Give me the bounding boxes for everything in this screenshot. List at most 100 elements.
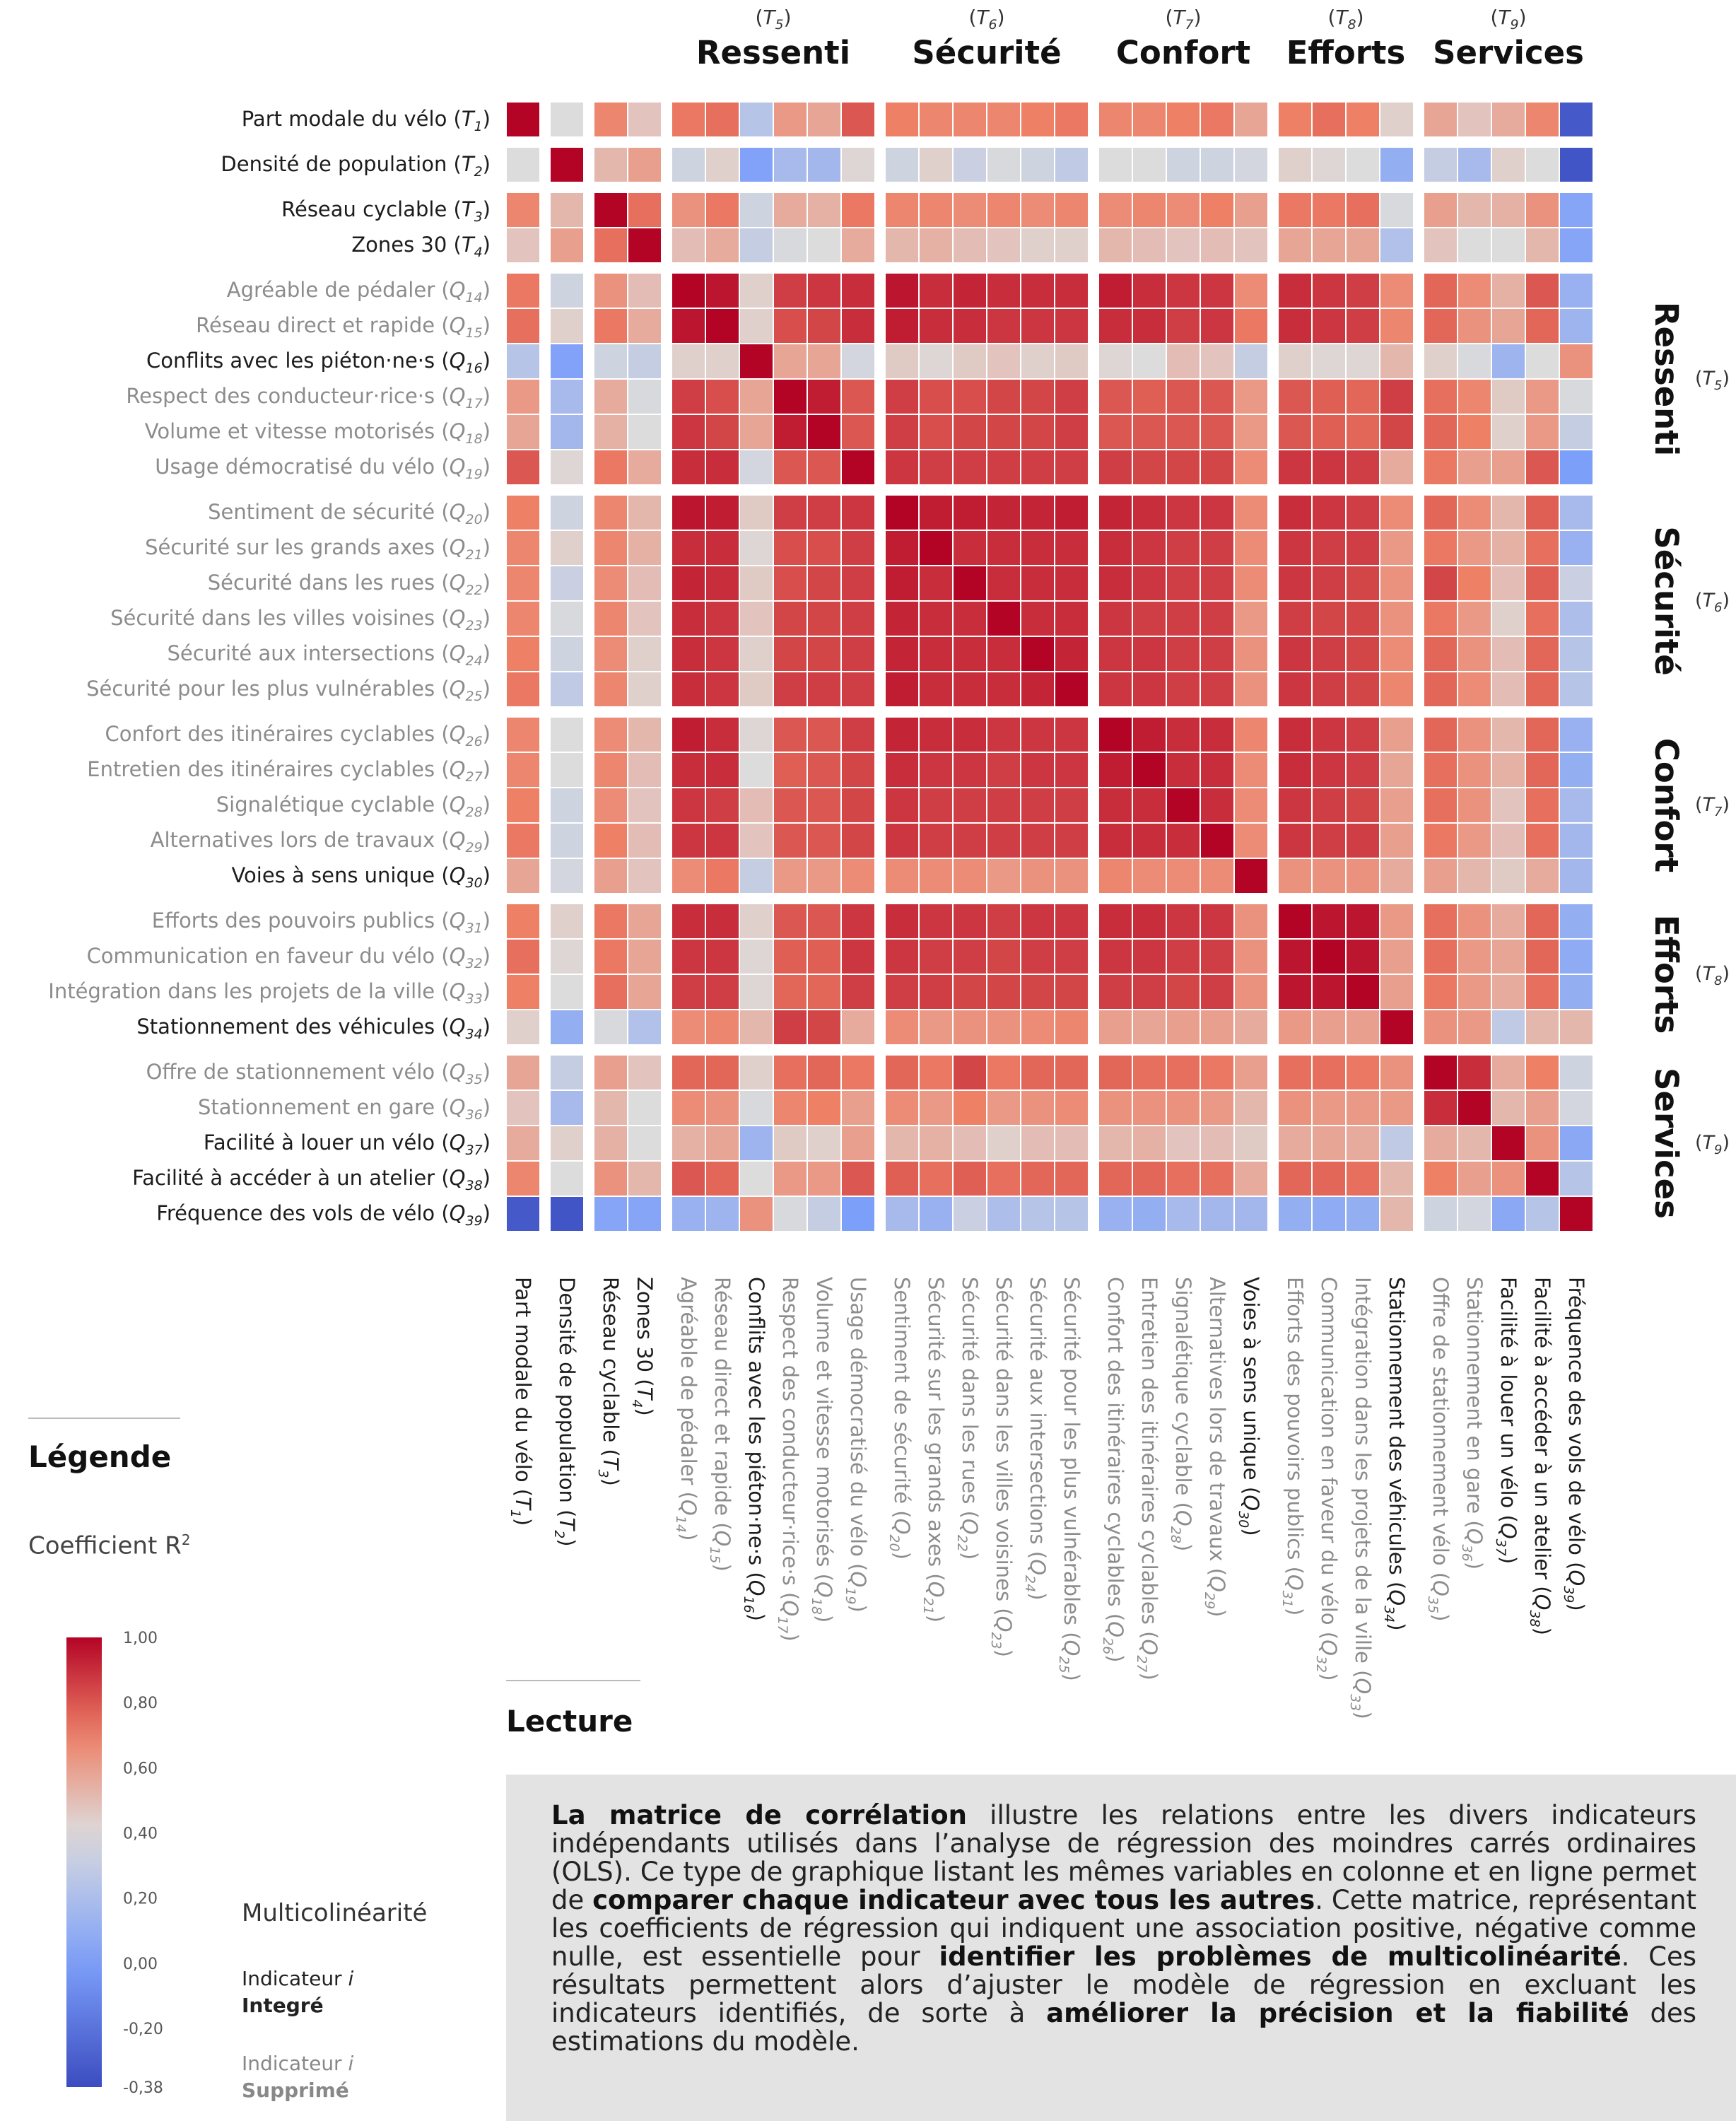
row-label-text: Intégration dans les projets de la ville… [48, 979, 449, 1003]
heatmap-cell [1526, 415, 1559, 449]
heatmap-cell [920, 602, 952, 636]
heatmap-cell [987, 718, 1020, 752]
heatmap-cell [1347, 788, 1379, 822]
heatmap-cell [842, 1197, 874, 1231]
heatmap-cell [808, 103, 840, 136]
heatmap-cell [628, 859, 661, 893]
heatmap-cell [987, 531, 1020, 565]
colorbar-tick-label: 0,40 [123, 1825, 158, 1843]
heatmap-cell [628, 450, 661, 484]
group-code-sub: 7 [1714, 805, 1723, 819]
heatmap-cell [1313, 672, 1345, 706]
column-label-text: Réseau cyclable ( [599, 1277, 623, 1457]
column-label-sub: 19 [843, 1587, 858, 1604]
heatmap-cell [628, 309, 661, 343]
column-label-sub: 35 [1425, 1596, 1441, 1613]
row-label-text: Confort des itinéraires cyclables ( [105, 722, 450, 746]
row-label-sub: 19 [465, 467, 482, 482]
heatmap-cell [1313, 228, 1345, 262]
multicolinearity-title: Multicolinéarité [242, 1899, 428, 1927]
row-label-sub: 26 [465, 734, 482, 749]
heatmap-cell [507, 602, 539, 636]
heatmap-cell [1099, 602, 1132, 636]
heatmap-cell [1021, 148, 1054, 182]
heatmap-cell [507, 1197, 539, 1231]
heatmap-cell [1560, 274, 1593, 308]
heatmap-cell [1560, 1056, 1593, 1089]
heatmap-cell [1133, 148, 1166, 182]
heatmap-cell [1458, 753, 1491, 787]
column-label: Densité de population (T2) [551, 1277, 579, 1547]
heatmap-cell [842, 975, 874, 1009]
heatmap-cell [740, 344, 773, 378]
heatmap-cell [987, 1091, 1020, 1125]
heatmap-cell [954, 344, 986, 378]
heatmap-cell [1313, 415, 1345, 449]
heatmap-cell [1279, 496, 1311, 530]
heatmap-cell [1167, 103, 1200, 136]
heatmap-cell [1201, 380, 1233, 414]
row-label-text: Fréquence des vols de vélo ( [156, 1201, 449, 1225]
heatmap-cell [507, 450, 539, 484]
heatmap-cell [842, 148, 874, 182]
lecture-title: Lecture [506, 1704, 633, 1739]
heatmap-cell [1458, 566, 1491, 600]
heatmap-cell [1347, 148, 1379, 182]
group-code-side: (T5) [1695, 368, 1730, 393]
row-label: Sécurité dans les villes voisines (Q23) [110, 606, 491, 633]
heatmap-cell [551, 1091, 583, 1125]
heatmap-cell [507, 824, 539, 858]
column-label: Offre de stationnement vélo (Q35) [1425, 1277, 1453, 1621]
heatmap-cell [1099, 788, 1132, 822]
column-label-close: ) [1103, 1654, 1127, 1662]
heatmap-cell [1279, 975, 1311, 1009]
heatmap-cell [628, 148, 661, 182]
column-label-text: Voies à sens unique ( [1239, 1277, 1263, 1495]
heatmap-cell [551, 344, 583, 378]
heatmap-cell [1201, 788, 1233, 822]
heatmap-cell [1380, 859, 1413, 893]
heatmap-cell [808, 859, 840, 893]
heatmap-cell [1167, 788, 1200, 822]
row-label-sub: 22 [465, 583, 482, 598]
heatmap-cell [1526, 1126, 1559, 1160]
column-label-code: Q [1564, 1570, 1588, 1586]
row-label-close: ) [483, 908, 491, 933]
heatmap-cell [740, 975, 773, 1009]
heatmap-cell [1167, 859, 1200, 893]
heatmap-cell [1458, 496, 1491, 530]
group-code-letter: T [1703, 1132, 1716, 1154]
row-label-sub: 4 [474, 245, 483, 260]
heatmap-cell [706, 637, 739, 671]
column-label-code: Q [1283, 1574, 1307, 1591]
group-code-letter: T [1173, 6, 1186, 29]
heatmap-cell [1313, 753, 1345, 787]
heatmap-cell [672, 415, 705, 449]
heatmap-cell [1235, 103, 1267, 136]
heatmap-cell [1526, 228, 1559, 262]
heatmap-cell [594, 637, 627, 671]
heatmap-cell [594, 309, 627, 343]
heatmap-cell [594, 788, 627, 822]
heatmap-cell [1235, 824, 1267, 858]
row-label-close: ) [483, 349, 491, 373]
heatmap-cell [842, 103, 874, 136]
column-label: Communication en faveur du vélo (Q32) [1313, 1277, 1341, 1681]
row-label-sub: 29 [465, 840, 482, 855]
heatmap-cell [551, 1010, 583, 1044]
heatmap-cell [1235, 344, 1267, 378]
legend-divider [28, 1418, 180, 1419]
heatmap-cell [886, 1056, 918, 1089]
column-label-code: Q [812, 1582, 836, 1598]
heatmap-cell [594, 975, 627, 1009]
heatmap-cell [1279, 566, 1311, 600]
row-label: Réseau cyclable (T3) [281, 197, 491, 225]
heatmap-cell [1313, 637, 1345, 671]
row-label: Offre de stationnement vélo (Q35) [146, 1060, 491, 1087]
heatmap-cell [842, 450, 874, 484]
row-label-close: ) [483, 722, 491, 746]
heatmap-cell [628, 1056, 661, 1089]
heatmap-cell [1526, 975, 1559, 1009]
heatmap-cell [628, 940, 661, 974]
heatmap-cell [706, 672, 739, 706]
